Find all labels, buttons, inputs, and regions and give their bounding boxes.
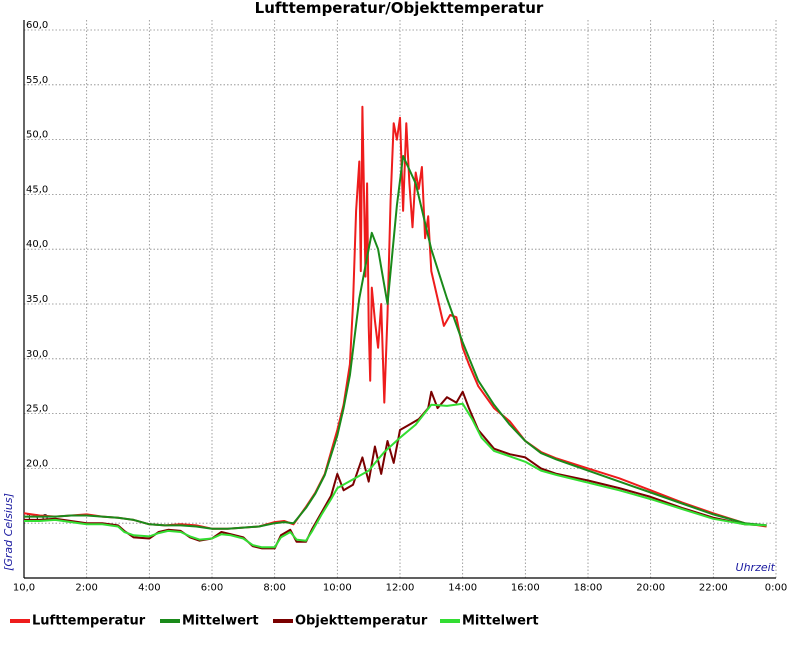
series-line-4: [24, 402, 767, 549]
legend-label-4: Mittelwert: [462, 614, 539, 629]
x-tick-label: 20:00: [636, 582, 665, 593]
y-tick-label: 55,0: [26, 75, 48, 86]
x-tick-label: 10:00: [323, 582, 352, 593]
y-tick-label: 25,0: [26, 404, 48, 415]
y-tick-label: 20,0: [26, 458, 48, 469]
series-layer: [23, 105, 767, 550]
y-tick-label: 35,0: [26, 294, 48, 305]
x-tick-label: 6:00: [201, 582, 223, 593]
x-axis-label: Uhrzeit: [736, 561, 776, 574]
grid-layer: [24, 20, 777, 578]
tick-layer: 10,0 2:00 4:00 6:00 8:00 10:00 12:00 14:00 16:00…: [13, 20, 787, 593]
y-tick-label: 60,0: [26, 20, 48, 31]
x-tick-label: 14:00: [448, 582, 477, 593]
legend-label-3: Objekttemperatur: [295, 614, 428, 629]
y-tick-label: 45,0: [26, 184, 48, 195]
x-tick-label: 18:00: [574, 582, 603, 593]
legend-label-2: Mittelwert: [182, 614, 259, 629]
legend: Lufttemperatur Mittelwert Objekttemperatur…: [10, 614, 539, 629]
x-tick-label: 0:00: [765, 582, 787, 593]
series-line-1: [23, 105, 767, 530]
y-tick-label: 40,0: [26, 239, 48, 250]
legend-label-1: Lufttemperatur: [32, 614, 146, 629]
x-tick-label: 2:00: [75, 582, 97, 593]
series-line-3: [24, 390, 767, 550]
x-tick-label: 16:00: [511, 582, 540, 593]
x-tick-label: 12:00: [386, 582, 415, 593]
x-tick-label: 8:00: [263, 582, 285, 593]
series-line-2: [24, 155, 767, 530]
x-tick-label: 22:00: [699, 582, 728, 593]
chart-title: Lufttemperatur/Objekttemperatur: [255, 0, 544, 17]
x-tick-label: 10,0: [13, 582, 35, 593]
y-tick-label: 30,0: [26, 349, 48, 360]
y-tick-label: 15,0: [26, 513, 48, 524]
x-tick-label: 4:00: [138, 582, 160, 593]
y-tick-label: 50,0: [26, 130, 48, 141]
y-axis-label: [Grad Celsius]: [2, 493, 15, 571]
